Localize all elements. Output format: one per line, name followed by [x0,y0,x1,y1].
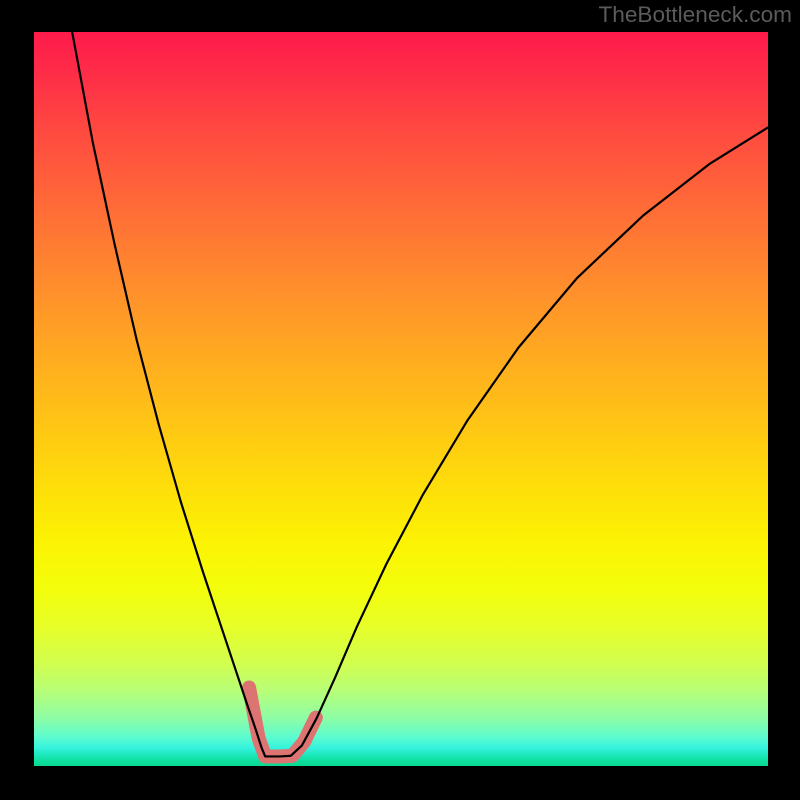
watermark-text: TheBottleneck.com [598,2,792,28]
canvas-root: TheBottleneck.com [0,0,800,800]
plot-background [34,32,768,766]
plot-svg [34,32,768,766]
plot-area [34,32,768,766]
